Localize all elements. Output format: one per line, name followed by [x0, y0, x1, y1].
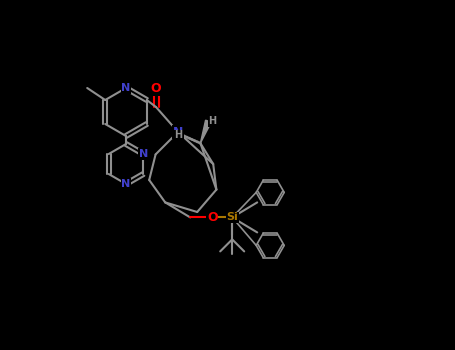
- Text: N: N: [139, 149, 148, 159]
- Text: N: N: [121, 179, 131, 189]
- Polygon shape: [200, 120, 211, 143]
- Text: N: N: [121, 83, 131, 93]
- Text: O: O: [207, 211, 217, 224]
- Text: O: O: [151, 83, 162, 96]
- Text: H: H: [208, 116, 217, 126]
- Text: N: N: [173, 126, 183, 139]
- Text: H: H: [174, 130, 182, 140]
- Text: Si: Si: [226, 212, 238, 222]
